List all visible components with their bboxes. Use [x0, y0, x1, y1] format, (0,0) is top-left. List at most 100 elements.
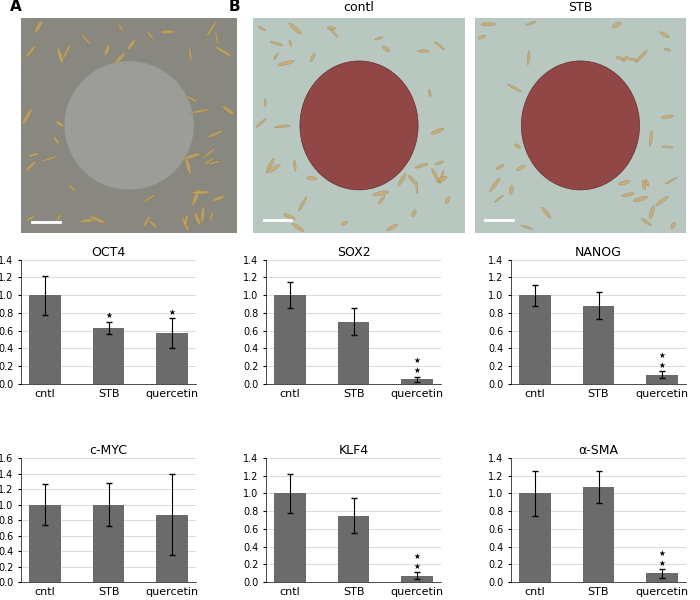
Ellipse shape	[274, 53, 279, 60]
Ellipse shape	[299, 197, 307, 211]
Text: ★: ★	[659, 559, 666, 568]
Text: ★: ★	[105, 311, 112, 320]
Title: NANOG: NANOG	[575, 245, 622, 259]
Ellipse shape	[649, 131, 652, 146]
Ellipse shape	[494, 195, 503, 203]
Ellipse shape	[160, 30, 175, 34]
Bar	[29, 505, 61, 582]
Ellipse shape	[267, 158, 274, 170]
Ellipse shape	[149, 220, 157, 228]
Ellipse shape	[379, 196, 385, 204]
Bar	[646, 375, 678, 383]
Ellipse shape	[510, 185, 513, 194]
Ellipse shape	[200, 206, 204, 223]
Ellipse shape	[207, 130, 223, 138]
Ellipse shape	[189, 47, 192, 62]
Ellipse shape	[435, 161, 443, 165]
Ellipse shape	[387, 224, 398, 231]
Ellipse shape	[300, 61, 418, 190]
Text: ★: ★	[414, 562, 421, 571]
Ellipse shape	[542, 207, 551, 218]
Ellipse shape	[664, 48, 671, 51]
Bar	[401, 576, 433, 582]
Ellipse shape	[292, 223, 304, 232]
Ellipse shape	[527, 51, 530, 65]
Ellipse shape	[415, 163, 428, 168]
Ellipse shape	[256, 118, 266, 127]
Bar	[337, 322, 370, 383]
Text: ★: ★	[659, 351, 666, 360]
Ellipse shape	[526, 21, 536, 25]
Ellipse shape	[223, 106, 234, 115]
Ellipse shape	[184, 153, 200, 159]
Ellipse shape	[435, 41, 444, 50]
Ellipse shape	[68, 184, 76, 191]
Ellipse shape	[258, 26, 265, 31]
Ellipse shape	[645, 179, 649, 186]
Ellipse shape	[27, 215, 34, 221]
Bar	[92, 505, 125, 582]
Ellipse shape	[431, 128, 444, 134]
Ellipse shape	[278, 61, 295, 65]
Title: KLF4: KLF4	[338, 444, 369, 457]
Ellipse shape	[482, 23, 496, 26]
Bar	[519, 493, 551, 582]
Text: A: A	[10, 0, 22, 14]
Ellipse shape	[104, 45, 110, 56]
Ellipse shape	[660, 32, 669, 38]
Ellipse shape	[144, 214, 150, 227]
Ellipse shape	[440, 170, 444, 184]
Ellipse shape	[374, 37, 383, 40]
Ellipse shape	[25, 161, 36, 171]
Ellipse shape	[289, 23, 302, 34]
Ellipse shape	[115, 53, 125, 64]
Ellipse shape	[636, 50, 648, 62]
Title: OCT4: OCT4	[92, 245, 125, 259]
Ellipse shape	[274, 125, 290, 128]
Ellipse shape	[187, 96, 197, 103]
Ellipse shape	[35, 20, 43, 33]
Ellipse shape	[490, 178, 500, 192]
Text: contl: contl	[344, 1, 374, 14]
Ellipse shape	[428, 89, 431, 97]
Ellipse shape	[192, 191, 209, 194]
Ellipse shape	[118, 23, 124, 32]
Ellipse shape	[184, 214, 188, 226]
Ellipse shape	[445, 197, 450, 203]
Ellipse shape	[194, 212, 201, 226]
Ellipse shape	[28, 153, 39, 157]
Ellipse shape	[143, 194, 156, 202]
Ellipse shape	[327, 26, 336, 29]
Ellipse shape	[616, 56, 624, 60]
Ellipse shape	[656, 196, 668, 206]
Ellipse shape	[310, 53, 315, 62]
Ellipse shape	[478, 35, 486, 39]
Ellipse shape	[642, 180, 646, 190]
Ellipse shape	[182, 217, 189, 232]
Text: ★: ★	[169, 308, 176, 317]
Title: c-MYC: c-MYC	[90, 444, 127, 457]
Title: α-SMA: α-SMA	[578, 444, 619, 457]
Bar	[519, 295, 551, 383]
Text: ★: ★	[659, 361, 666, 370]
Ellipse shape	[270, 41, 283, 46]
Ellipse shape	[409, 175, 416, 184]
Ellipse shape	[62, 44, 71, 59]
Ellipse shape	[373, 191, 389, 196]
Bar	[401, 379, 433, 383]
Ellipse shape	[56, 214, 61, 223]
Ellipse shape	[496, 164, 504, 169]
Bar	[274, 493, 306, 582]
Ellipse shape	[432, 169, 440, 182]
Ellipse shape	[671, 222, 676, 229]
Ellipse shape	[53, 136, 60, 144]
Bar	[582, 306, 615, 383]
Ellipse shape	[329, 28, 338, 37]
Ellipse shape	[412, 210, 416, 217]
Ellipse shape	[81, 34, 90, 45]
Ellipse shape	[398, 173, 406, 186]
Ellipse shape	[293, 160, 296, 172]
Ellipse shape	[192, 188, 199, 206]
Ellipse shape	[508, 84, 522, 92]
Ellipse shape	[416, 181, 418, 194]
